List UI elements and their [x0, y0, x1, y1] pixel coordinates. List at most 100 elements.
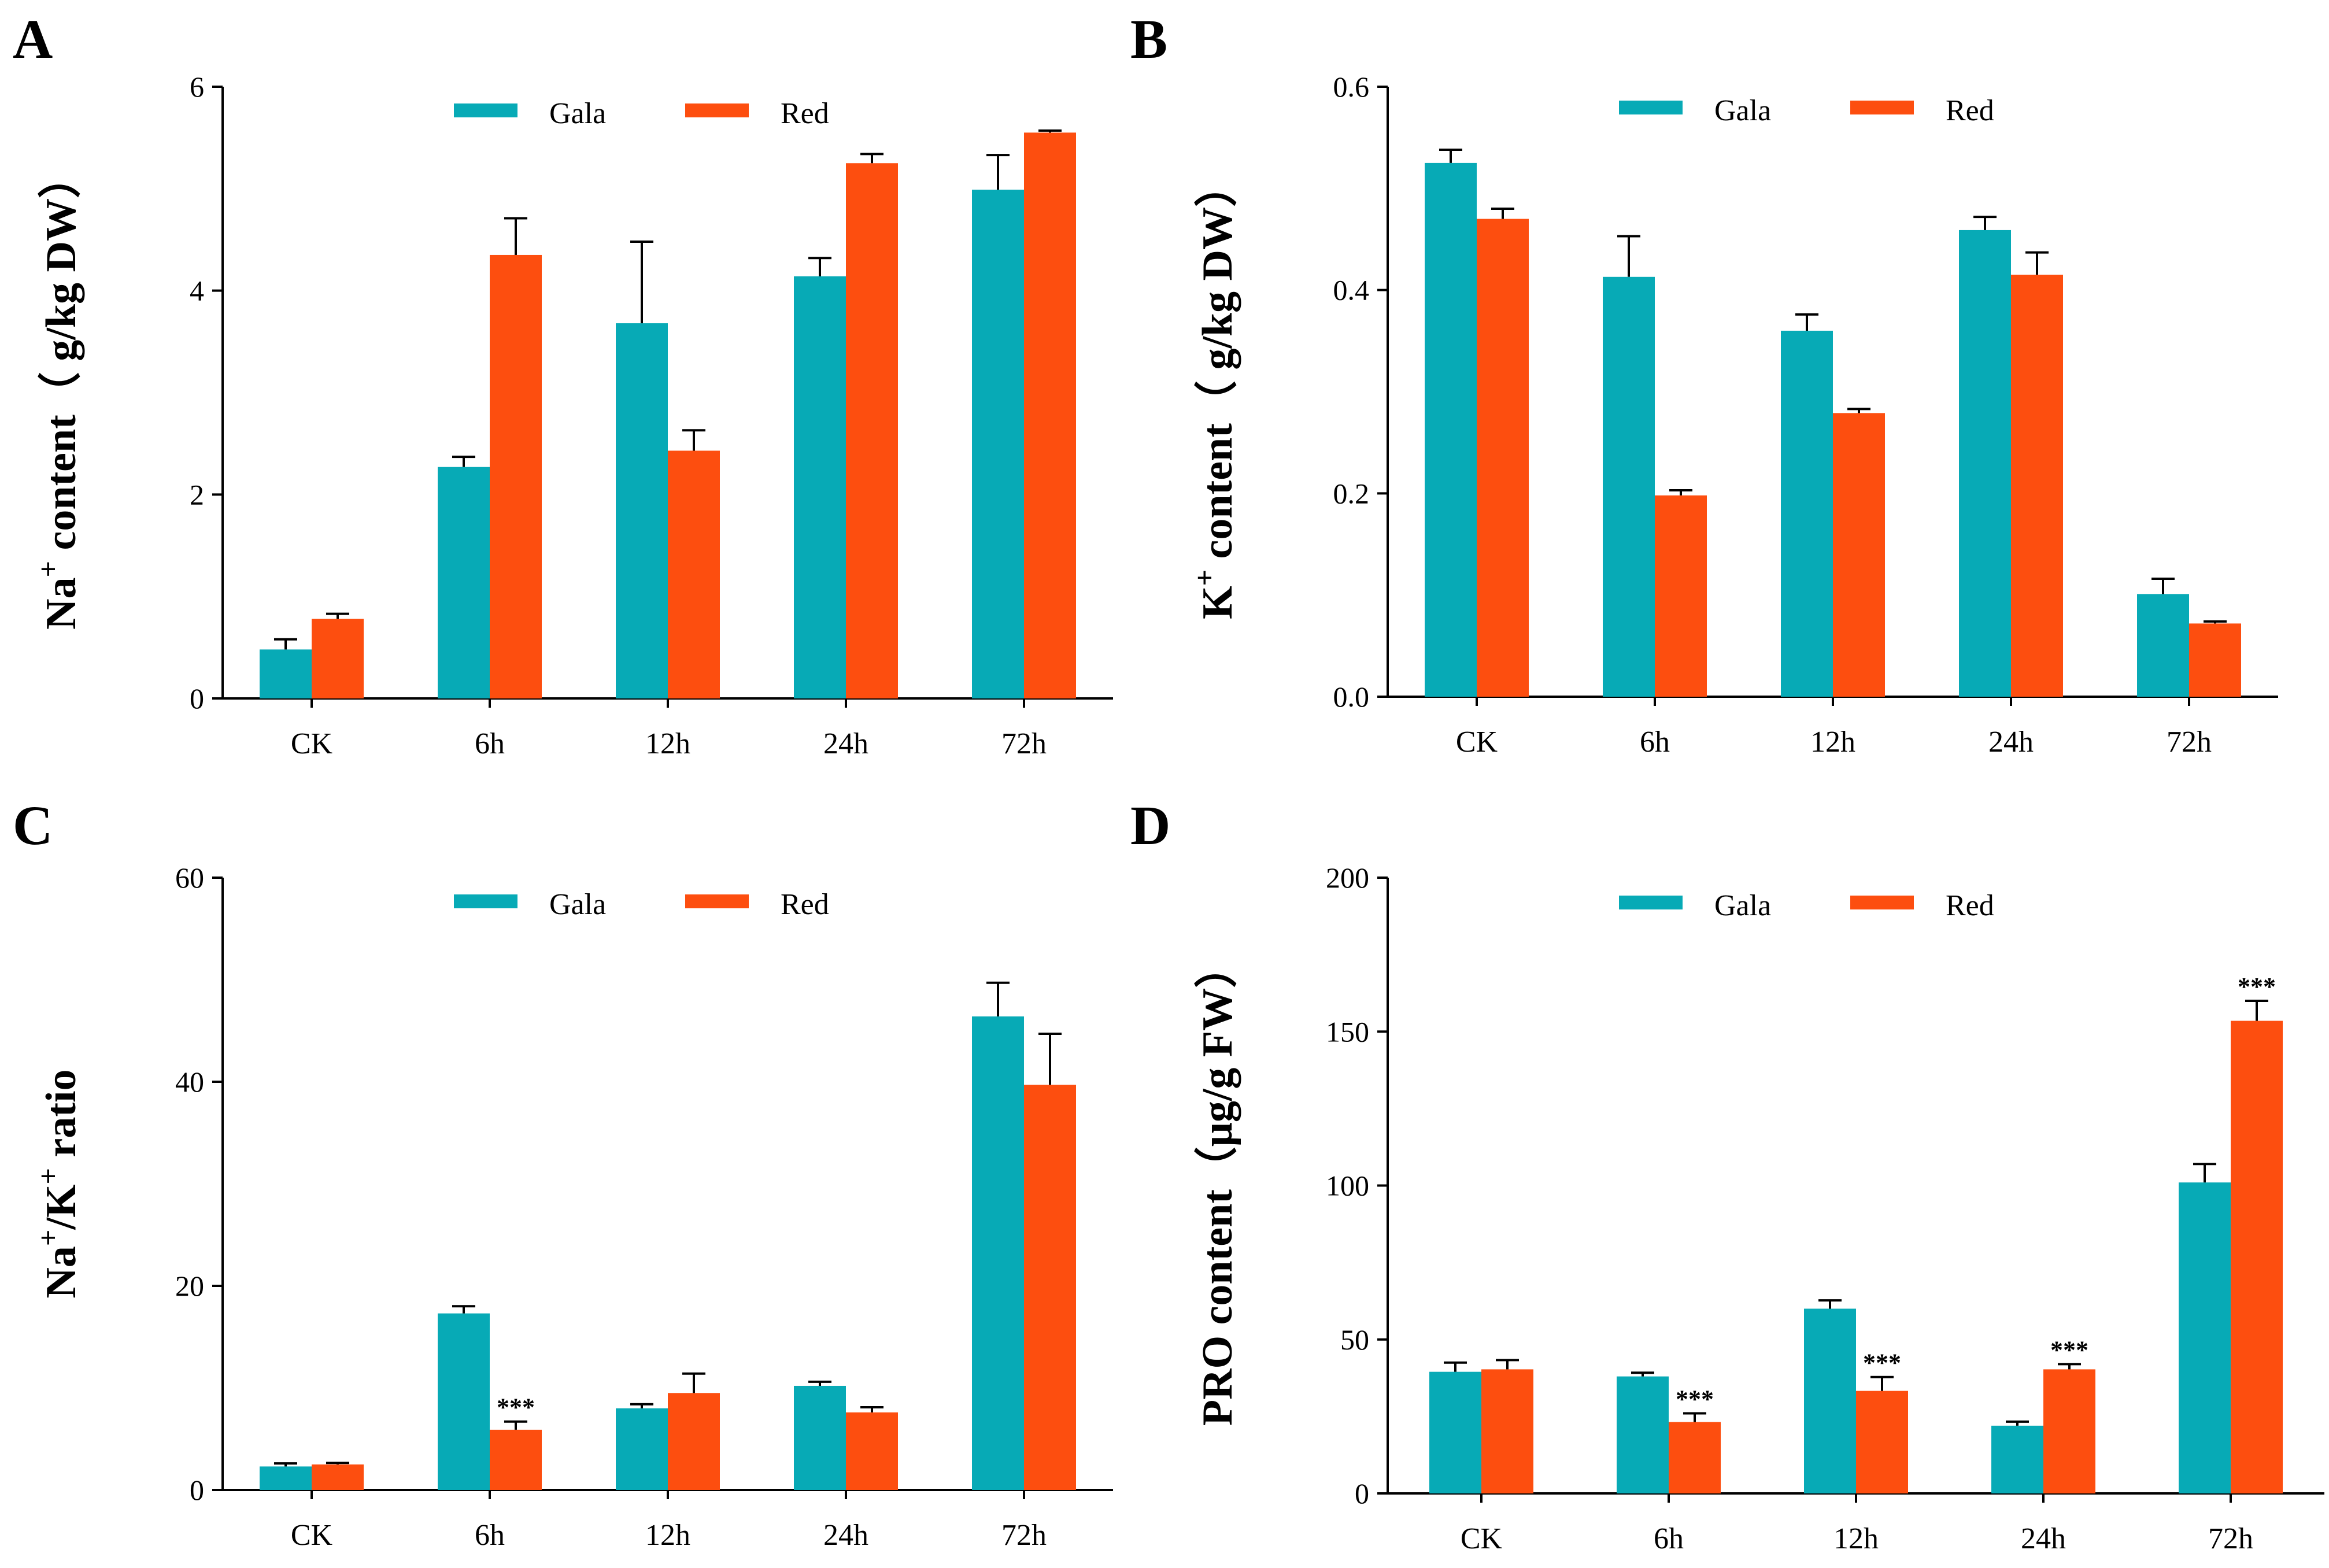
- x-tick-label: 6h: [1640, 726, 1670, 759]
- significance-marker: ***: [2050, 1336, 2088, 1364]
- y-axis-label-part: K: [1194, 586, 1241, 619]
- y-axis-label-part: ratio: [38, 1069, 85, 1168]
- legend-swatch-gala: [454, 894, 517, 908]
- bar-gala-6h: [438, 467, 490, 698]
- x-tick-label: 6h: [475, 727, 505, 760]
- bar-gala-72h: [2179, 1182, 2231, 1493]
- y-tick-label: 0.2: [1333, 477, 1370, 509]
- x-tick-label: 72h: [1001, 1519, 1047, 1552]
- bar-red-6h: [1669, 1422, 1721, 1493]
- y-axis-label-superscript: +: [32, 561, 64, 578]
- y-axis-label: Na+ content（ g/kg DW）: [32, 156, 85, 630]
- y-tick-label: 60: [175, 861, 204, 894]
- panel-letter: B: [1130, 8, 1167, 70]
- panel-d: D 0 50 100 150 200 CK 6h *** 12h *** 24h *** 72h *** Ga…: [1130, 794, 2324, 1555]
- legend-swatch-red: [1850, 896, 1914, 909]
- bar-red-12h: [668, 450, 720, 698]
- panel-letter: D: [1130, 794, 1170, 856]
- legend-label-gala: Gala: [1714, 94, 1771, 127]
- bar-red-12h: [1833, 413, 1885, 697]
- y-axis-label-superscript: +: [32, 1168, 64, 1185]
- x-tick-label: 24h: [823, 1519, 868, 1552]
- y-tick-label: 50: [1340, 1323, 1369, 1356]
- bar-red-6h: [490, 1429, 542, 1490]
- bar-gala-12h: [1781, 331, 1833, 697]
- bar-gala-12h: [616, 1408, 668, 1490]
- y-axis-label-superscript: +: [32, 1230, 64, 1247]
- bar-gala-6h: [1617, 1376, 1669, 1493]
- panel-letter: C: [13, 794, 53, 856]
- bar-gala-ck: [1429, 1371, 1481, 1493]
- significance-marker: ***: [497, 1393, 535, 1422]
- bar-red-72h: [1024, 132, 1076, 699]
- y-tick-label: 6: [190, 71, 204, 103]
- y-tick-label: 0.0: [1333, 681, 1370, 713]
- x-tick-label: CK: [291, 727, 333, 760]
- significance-marker: ***: [1863, 1349, 1901, 1377]
- bar-gala-24h: [794, 276, 846, 699]
- bar-red-24h: [2043, 1369, 2095, 1493]
- legend-swatch-red: [1850, 101, 1914, 114]
- x-tick-label: 72h: [2167, 726, 2212, 759]
- x-tick-label: 24h: [2021, 1522, 2066, 1555]
- legend-label-red: Red: [781, 97, 829, 130]
- legend-swatch-gala: [1619, 101, 1683, 114]
- bar-gala-72h: [972, 190, 1024, 698]
- bar-gala-ck: [260, 649, 312, 698]
- bar-red-72h: [2231, 1020, 2283, 1493]
- bar-red-ck: [312, 619, 364, 698]
- bar-red-ck: [1481, 1369, 1533, 1493]
- legend-swatch-gala: [1619, 896, 1683, 909]
- x-tick-label: 24h: [1988, 726, 2034, 759]
- y-axis-label: PRO content（μg/g FW）: [1194, 945, 1241, 1426]
- y-axis-label-part: Na: [38, 1246, 85, 1298]
- y-tick-label: 40: [175, 1066, 204, 1098]
- y-tick-label: 100: [1326, 1170, 1369, 1202]
- bar-gala-24h: [1991, 1425, 2043, 1493]
- y-axis-label-part: content（ g/kg DW）: [38, 156, 85, 561]
- x-tick-label: CK: [1456, 726, 1498, 759]
- legend-label-gala: Gala: [1714, 889, 1771, 922]
- y-tick-label: 0: [1355, 1477, 1369, 1510]
- significance-marker: ***: [2238, 972, 2276, 1001]
- x-tick-label: 6h: [475, 1519, 505, 1552]
- legend-label-red: Red: [1946, 889, 1994, 922]
- y-axis-label-superscript: +: [1188, 569, 1221, 586]
- legend-swatch-red: [685, 103, 749, 117]
- x-tick-label: 12h: [645, 727, 690, 760]
- bar-gala-6h: [438, 1313, 490, 1490]
- bar-gala-6h: [1603, 276, 1655, 697]
- bar-red-24h: [846, 1412, 898, 1490]
- legend-swatch-red: [685, 894, 749, 908]
- bar-red-6h: [1655, 495, 1707, 697]
- y-axis-label-part: Na: [38, 578, 85, 630]
- bar-gala-ck: [260, 1466, 312, 1490]
- y-tick-label: 0.6: [1333, 71, 1370, 103]
- bar-red-72h: [2189, 623, 2241, 697]
- y-tick-label: 4: [190, 275, 204, 307]
- x-tick-label: 72h: [2208, 1522, 2253, 1555]
- y-tick-label: 0.4: [1333, 274, 1370, 306]
- bar-gala-12h: [616, 323, 668, 698]
- bar-gala-ck: [1425, 162, 1477, 697]
- y-tick-label: 2: [190, 478, 204, 511]
- bar-red-24h: [2011, 275, 2063, 697]
- panel-a: A 0 2 4 6 CK 6h 12h 24h 72h Gala Red Na+ content（ g/…: [13, 8, 1113, 760]
- bar-red-ck: [1477, 219, 1529, 697]
- x-tick-label: 24h: [823, 727, 868, 760]
- panel-b: B 0.0 0.2 0.4 0.6 CK 6h 12h 24h 72h Gala Red K+ cont…: [1130, 8, 2278, 759]
- legend-label-gala: Gala: [549, 97, 606, 130]
- bar-gala-72h: [972, 1016, 1024, 1490]
- bar-red-ck: [312, 1464, 364, 1490]
- y-tick-label: 0: [190, 1474, 204, 1506]
- bar-red-24h: [846, 163, 898, 698]
- y-tick-label: 20: [175, 1270, 204, 1302]
- y-axis-label-part: content（ g/kg DW）: [1194, 164, 1241, 569]
- bar-red-6h: [490, 254, 542, 698]
- y-axis-label: K+ content（ g/kg DW）: [1188, 164, 1241, 619]
- y-tick-label: 150: [1326, 1015, 1369, 1048]
- x-tick-label: 6h: [1654, 1522, 1684, 1555]
- significance-marker: ***: [1676, 1385, 1714, 1414]
